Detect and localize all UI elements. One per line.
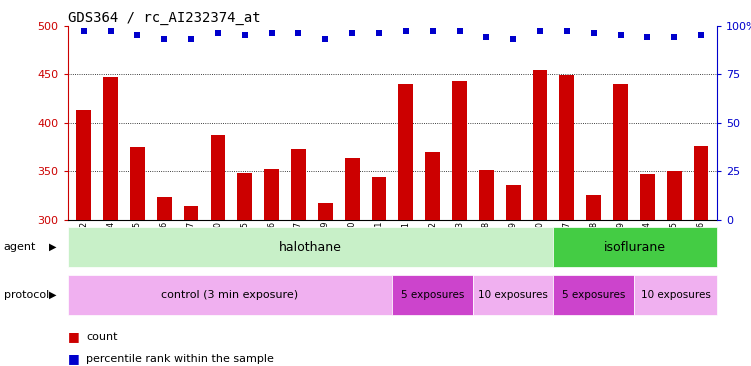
Text: 10 exposures: 10 exposures xyxy=(478,290,548,300)
Point xyxy=(561,29,573,34)
Bar xyxy=(506,185,520,366)
Point xyxy=(292,30,304,36)
Bar xyxy=(640,174,655,366)
Point xyxy=(77,29,89,34)
Bar xyxy=(392,274,473,315)
Bar xyxy=(318,203,333,366)
Bar xyxy=(452,81,467,366)
Point xyxy=(373,30,385,36)
Text: protocol: protocol xyxy=(4,290,49,300)
Text: ■: ■ xyxy=(68,352,80,365)
Point xyxy=(346,30,358,36)
Point xyxy=(131,32,143,38)
Bar xyxy=(553,274,634,315)
Bar xyxy=(103,77,118,366)
Point xyxy=(319,36,331,42)
Point xyxy=(481,34,493,40)
Point xyxy=(454,29,466,34)
Bar xyxy=(634,274,717,315)
Point xyxy=(641,34,653,40)
Text: 5 exposures: 5 exposures xyxy=(401,290,464,300)
Bar xyxy=(399,84,413,366)
Point xyxy=(400,29,412,34)
Point xyxy=(266,30,278,36)
Point xyxy=(239,32,251,38)
Bar xyxy=(587,195,601,366)
Bar xyxy=(77,110,91,366)
Bar xyxy=(184,206,198,366)
Bar xyxy=(237,173,252,366)
Text: ■: ■ xyxy=(68,330,80,343)
Point xyxy=(534,29,546,34)
Bar xyxy=(473,274,553,315)
Text: ▶: ▶ xyxy=(49,290,56,300)
Bar xyxy=(68,227,553,267)
Point xyxy=(185,36,197,42)
Point xyxy=(158,36,170,42)
Text: control (3 min exposure): control (3 min exposure) xyxy=(161,290,299,300)
Text: GDS364 / rc_AI232374_at: GDS364 / rc_AI232374_at xyxy=(68,11,260,25)
Point xyxy=(695,32,707,38)
Text: 10 exposures: 10 exposures xyxy=(641,290,710,300)
Text: agent: agent xyxy=(4,242,36,252)
Text: ▶: ▶ xyxy=(49,242,56,252)
Text: isoflurane: isoflurane xyxy=(605,240,666,254)
Text: halothane: halothane xyxy=(279,240,342,254)
Bar xyxy=(345,157,360,366)
Bar xyxy=(667,171,682,366)
Bar xyxy=(559,75,575,366)
Point xyxy=(668,34,680,40)
Bar xyxy=(210,135,225,366)
Bar xyxy=(68,274,392,315)
Bar xyxy=(130,147,145,366)
Bar xyxy=(157,197,172,366)
Bar xyxy=(291,149,306,366)
Point xyxy=(614,32,626,38)
Bar xyxy=(425,152,440,366)
Bar xyxy=(613,84,628,366)
Text: count: count xyxy=(86,332,118,342)
Bar xyxy=(372,177,386,366)
Text: 5 exposures: 5 exposures xyxy=(562,290,626,300)
Text: percentile rank within the sample: percentile rank within the sample xyxy=(86,354,274,364)
Point xyxy=(427,29,439,34)
Bar xyxy=(553,227,717,267)
Bar xyxy=(532,70,547,366)
Point xyxy=(104,29,116,34)
Bar xyxy=(694,146,708,366)
Point xyxy=(507,36,519,42)
Point xyxy=(212,30,224,36)
Bar xyxy=(479,170,493,366)
Bar xyxy=(264,169,279,366)
Point xyxy=(588,30,600,36)
